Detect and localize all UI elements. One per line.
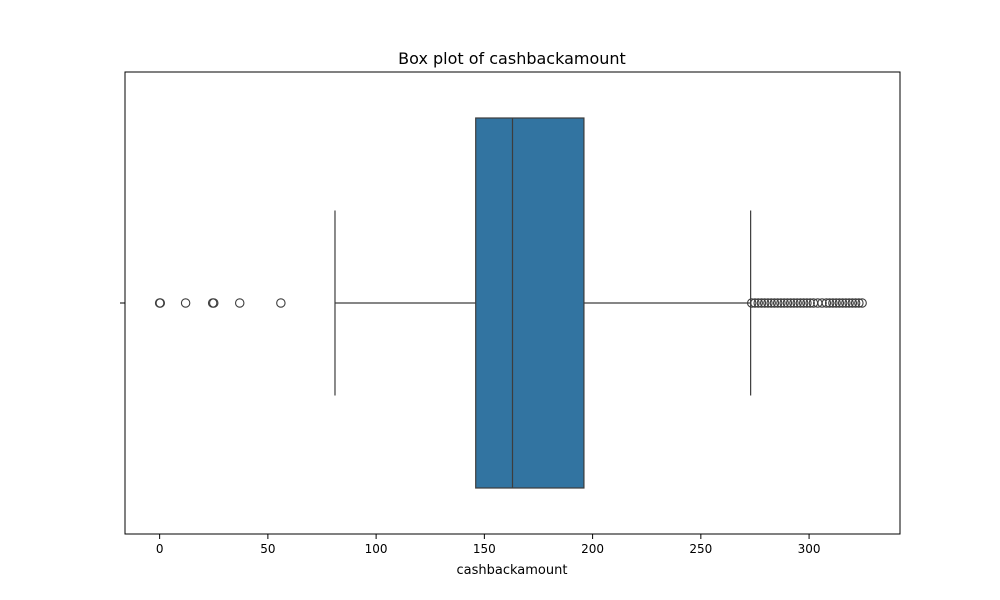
outlier-point (817, 298, 827, 308)
outlier-point (776, 298, 786, 308)
outlier-point (850, 298, 861, 308)
chart-title: Box plot of cashbackamount (398, 49, 626, 68)
x-tick-label: 50 (260, 542, 275, 556)
outlier-point (779, 298, 789, 308)
outlier-point (795, 298, 806, 308)
outlier-point (785, 298, 796, 308)
outlier-point (847, 298, 858, 308)
x-axis-label: cashbackamount (457, 563, 568, 578)
outlier-point (805, 298, 815, 308)
x-tick-label: 300 (798, 542, 821, 556)
outlier-point (831, 298, 841, 308)
outlier-point (798, 298, 809, 308)
x-tick-label: 0 (156, 542, 164, 556)
outlier-point (180, 298, 191, 308)
x-axis: 0 50 100 150 200 250 300 (156, 534, 821, 556)
outlier-point (756, 298, 767, 308)
outlier-point (209, 298, 219, 308)
outlier-point (782, 298, 793, 308)
outlier-point (802, 298, 812, 308)
x-tick-label: 200 (581, 542, 604, 556)
outlier-point (276, 298, 286, 308)
outlier-point (763, 298, 773, 308)
outlier-point (841, 298, 851, 308)
outlier-point (854, 298, 864, 308)
outlier-point (772, 298, 783, 308)
outlier-point (746, 298, 757, 308)
plot-layer (154, 117, 867, 489)
outlier-point (789, 298, 799, 308)
outlier-point (837, 298, 848, 308)
outlier-point (792, 298, 802, 308)
outlier-point (834, 298, 845, 308)
outlier-point (759, 298, 770, 308)
outlier-point (824, 298, 835, 308)
outlier-point (857, 298, 867, 308)
outlier-point (753, 298, 763, 308)
outlier-point (828, 298, 838, 308)
outlier-point (766, 298, 776, 308)
outlier-point (750, 298, 760, 308)
outlier-point (234, 298, 245, 308)
outlier-point (821, 298, 832, 308)
interquartile-box (475, 117, 585, 489)
x-tick-label: 150 (473, 542, 496, 556)
x-tick-label: 100 (365, 542, 388, 556)
outlier-point (769, 298, 780, 308)
outlier-point (844, 298, 854, 308)
x-tick-label: 250 (689, 542, 712, 556)
outlier-point (155, 298, 166, 308)
